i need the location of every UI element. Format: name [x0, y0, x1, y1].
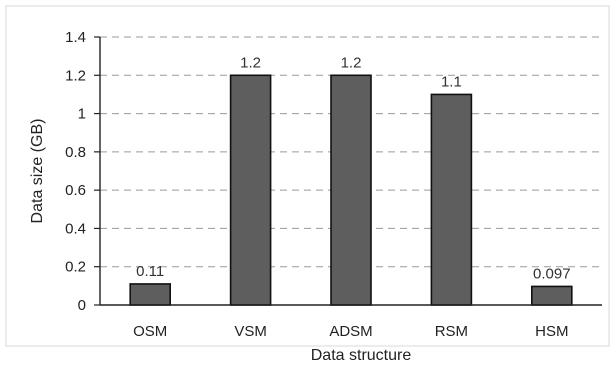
bar-rsm: [430, 93, 473, 306]
bar-hsm: [530, 285, 573, 306]
bars: [129, 74, 573, 306]
x-tick-label: ADSM: [329, 323, 372, 340]
bar-vsm: [229, 74, 272, 306]
chart-frame: [5, 5, 610, 347]
y-tick-label: 0.2: [65, 259, 86, 276]
bar-adsm: [330, 74, 372, 306]
y-tick-label: 1.2: [65, 67, 86, 84]
data-label: 1.1: [441, 73, 462, 90]
bar-osm: [129, 283, 171, 306]
y-tick-label: 1.4: [65, 29, 86, 46]
y-tick-label: 1: [78, 106, 86, 123]
x-tick-label: VSM: [234, 323, 267, 340]
x-tick-label: OSM: [133, 323, 167, 340]
y-tick-label: 0.8: [65, 144, 86, 161]
y-tick-label: 0: [78, 297, 86, 314]
data-label: 1.2: [341, 54, 362, 71]
x-axis-title: Data structure: [311, 347, 412, 364]
x-tick-label: RSM: [435, 323, 468, 340]
y-tick-label: 0.4: [65, 220, 86, 237]
y-tick-label: 0.6: [65, 182, 86, 199]
data-label: 0.097: [533, 265, 571, 282]
data-label: 1.2: [240, 54, 261, 71]
axes: [94, 36, 602, 306]
labels: 0 0.2 0.4 0.6 0.8 1 1.2 1.4 0.11 OSM 1.2 VSM 1.2 ADSM…: [65, 29, 570, 340]
x-tick-label: HSM: [535, 323, 568, 340]
y-axis-title: Data size (GB): [29, 119, 46, 224]
data-label: 0.11: [136, 263, 164, 280]
